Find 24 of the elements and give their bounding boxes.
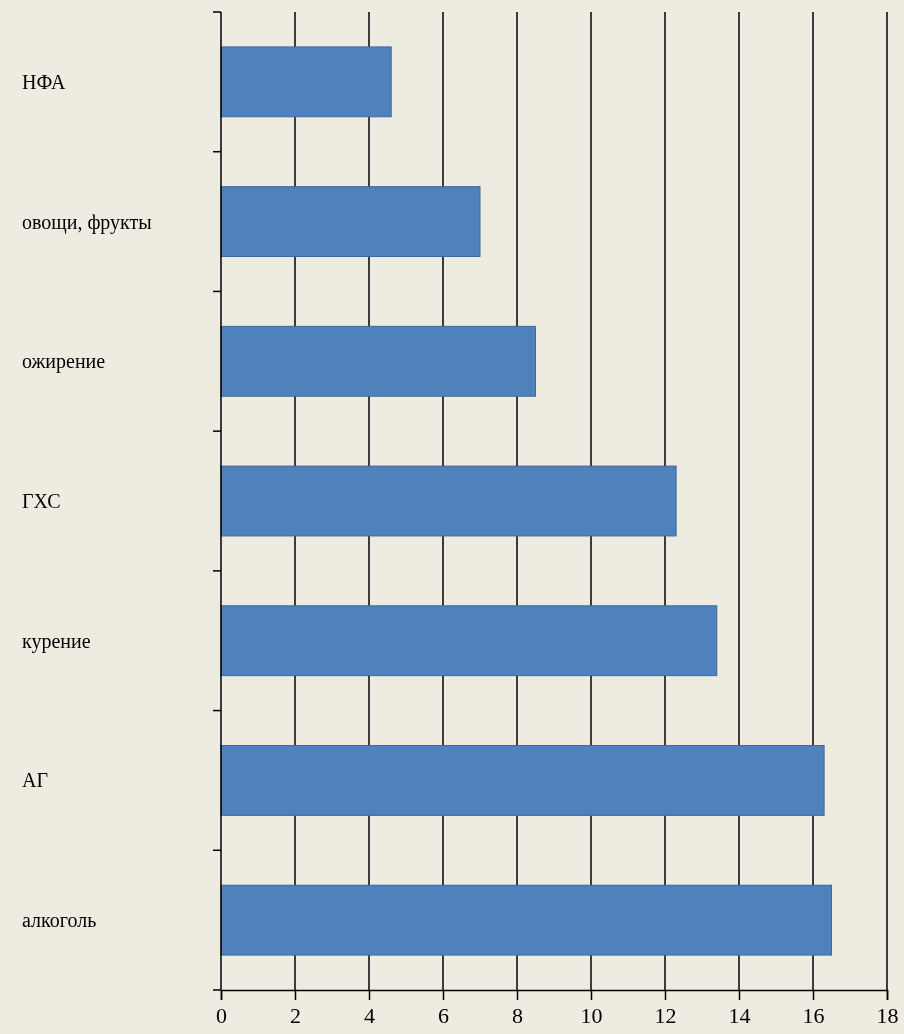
x-tick-label: 16 <box>802 1002 825 1028</box>
bar <box>220 46 392 118</box>
x-tick-label: 10 <box>580 1002 603 1028</box>
x-tick-label: 4 <box>364 1002 375 1028</box>
x-tick-label: 6 <box>438 1002 449 1028</box>
x-tick-label: 2 <box>290 1002 301 1028</box>
y-tick-label: курение <box>22 629 91 653</box>
bar <box>220 605 718 677</box>
bar <box>220 745 825 816</box>
y-tick-label: ожирение <box>22 350 106 374</box>
x-tick-label: 12 <box>654 1002 677 1028</box>
x-tick-label: 14 <box>728 1002 751 1028</box>
bar <box>220 884 832 956</box>
bar <box>220 186 481 257</box>
x-tick-label: 18 <box>876 1002 899 1028</box>
x-tick-label: 8 <box>512 1002 523 1028</box>
y-tick-label: овощи, фрукты <box>22 210 152 234</box>
bar <box>220 465 677 537</box>
y-tick-label: алкоголь <box>22 909 97 932</box>
bar <box>220 325 536 397</box>
y-tick-label: ГХС <box>22 490 61 512</box>
y-tick-label: НФА <box>22 70 66 93</box>
x-tick-label: 0 <box>216 1002 227 1028</box>
y-tick-label: АГ <box>22 769 49 792</box>
